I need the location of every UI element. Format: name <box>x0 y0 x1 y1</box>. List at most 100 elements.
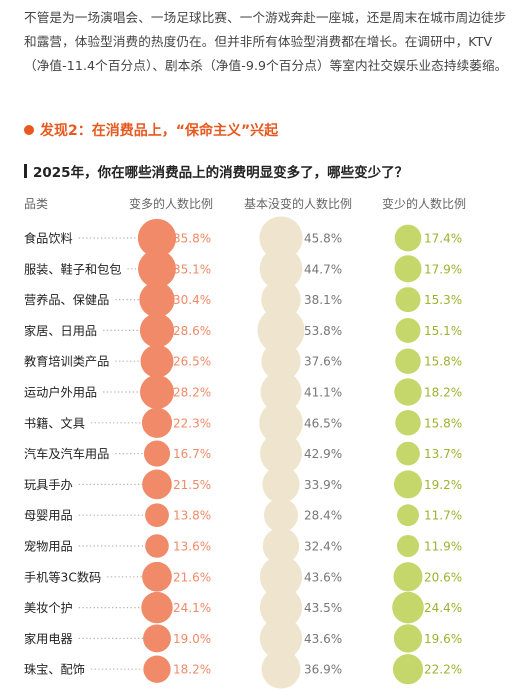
header-more: 变多的人数比例 <box>129 197 214 211</box>
value-label-more: 21.6% <box>173 570 211 584</box>
category-label: 宠物用品 <box>24 539 73 554</box>
bubble-more <box>140 375 174 409</box>
category-label: 汽车及汽车用品 <box>24 446 109 461</box>
bubble-same <box>257 306 305 354</box>
bubble-same <box>259 400 303 445</box>
value-label-same: 43.6% <box>304 570 342 584</box>
category-label: 教育培训类产品 <box>24 354 109 369</box>
value-label-same: 53.8% <box>304 324 342 338</box>
bubble-same <box>262 527 300 565</box>
bubble-more <box>140 344 174 378</box>
bubble-more <box>145 534 169 558</box>
category-label: 书籍、文具 <box>24 415 85 430</box>
value-label-more: 21.5% <box>173 478 211 492</box>
bullet-dot-icon <box>24 125 34 135</box>
chart-title: 2025年，你在哪些消费品上的消费明显变多了，哪些变少了？ <box>24 161 408 181</box>
bubble-less <box>392 654 424 685</box>
bubble-less <box>395 410 421 436</box>
value-label-less: 19.2% <box>424 478 462 492</box>
bubble-same <box>259 216 303 260</box>
bubble-less <box>395 348 421 374</box>
category-label: 运动户外用品 <box>24 385 97 400</box>
category-label: 服装、鞋子和包包 <box>24 261 122 276</box>
bubble-more <box>142 561 172 592</box>
bubble-more <box>141 407 173 438</box>
bubble-more <box>142 469 172 500</box>
section-heading: 发现2：在消费品上，“保命主义”兴起 <box>24 120 278 140</box>
value-label-same: 44.7% <box>304 262 342 276</box>
value-label-more: 35.8% <box>173 232 211 246</box>
category-label: 美妆个护 <box>24 601 73 615</box>
bubble-less <box>395 317 421 343</box>
bubble-same <box>263 498 299 533</box>
value-label-less: 15.8% <box>424 355 462 369</box>
value-label-less: 15.8% <box>424 416 462 430</box>
value-label-less: 15.1% <box>424 324 462 338</box>
chart-title-text: 2025年，你在哪些消费品上的消费明显变多了，哪些变少了？ <box>33 165 409 181</box>
value-label-same: 38.1% <box>304 293 342 307</box>
value-label-same: 43.5% <box>304 601 342 615</box>
header-same: 基本没变的人数比例 <box>244 197 353 211</box>
value-label-more: 24.1% <box>173 601 211 615</box>
value-label-same: 45.8% <box>304 232 342 246</box>
value-label-more: 28.2% <box>173 386 211 400</box>
header-category: 品类 <box>24 197 49 211</box>
value-label-more: 22.3% <box>173 416 211 430</box>
bubble-less <box>395 287 421 313</box>
bubble-same <box>259 247 303 291</box>
bubble-same <box>259 555 303 598</box>
value-label-more: 18.2% <box>173 663 211 677</box>
value-label-same: 42.9% <box>304 447 342 461</box>
value-label-more: 30.4% <box>173 293 211 307</box>
value-label-same: 28.4% <box>304 509 342 523</box>
section-heading-text: 发现2：在消费品上，“保命主义”兴起 <box>40 123 279 139</box>
category-label: 手机等3C数码 <box>24 569 101 584</box>
bubble-less <box>396 441 420 466</box>
bubble-more <box>137 218 177 258</box>
bubble-more <box>145 503 169 528</box>
value-label-less: 18.2% <box>424 386 462 400</box>
value-label-same: 36.9% <box>304 663 342 677</box>
bubble-less <box>397 504 419 527</box>
bubble-same <box>260 432 302 475</box>
value-label-more: 28.6% <box>173 324 211 338</box>
bubble-same <box>261 649 301 689</box>
category-label: 玩具手办 <box>24 477 73 492</box>
value-label-more: 16.7% <box>173 447 211 461</box>
value-label-same: 37.6% <box>304 355 342 369</box>
value-label-less: 17.9% <box>424 262 462 276</box>
value-label-less: 20.6% <box>424 570 462 584</box>
value-label-more: 13.8% <box>173 509 211 523</box>
category-label: 家居、日用品 <box>24 323 97 338</box>
value-label-more: 19.0% <box>173 632 211 646</box>
bubble-less <box>393 562 423 592</box>
bubble-more <box>143 624 171 653</box>
bubble-less <box>394 255 422 283</box>
value-label-less: 19.6% <box>424 632 462 646</box>
bubble-less <box>394 224 422 252</box>
bubble-more <box>141 591 173 624</box>
bubble-more <box>138 249 176 288</box>
value-label-same: 41.1% <box>304 386 342 400</box>
value-label-same: 43.6% <box>304 632 342 646</box>
value-label-same: 33.9% <box>304 478 342 492</box>
value-label-less: 22.2% <box>424 663 462 677</box>
category-label: 营养品、保健品 <box>24 292 109 307</box>
bubble-same <box>262 465 300 504</box>
bubble-less <box>394 378 422 406</box>
bubble-more <box>139 313 175 348</box>
bubble-same <box>261 341 301 381</box>
value-label-more: 35.1% <box>173 262 211 276</box>
category-label: 食品饮料 <box>24 231 73 246</box>
value-label-less: 17.4% <box>424 232 462 246</box>
category-label: 母婴用品 <box>24 509 73 523</box>
value-label-less: 11.7% <box>424 509 462 523</box>
bubble-less <box>392 591 424 624</box>
bubble-less <box>393 470 423 499</box>
bubble-less <box>396 534 420 558</box>
bubble-more <box>143 655 171 683</box>
category-label: 珠宝、配饰 <box>24 663 85 677</box>
value-label-less: 11.9% <box>424 540 462 554</box>
bubble-more <box>143 440 171 467</box>
